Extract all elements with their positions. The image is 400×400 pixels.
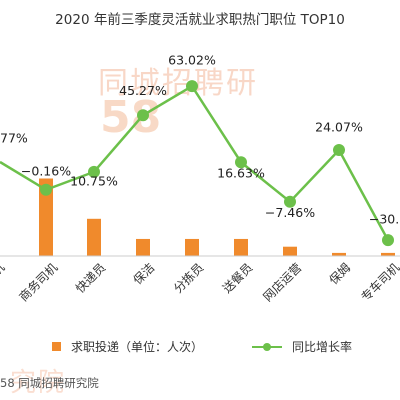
line-data-label-partial: 77% (0, 131, 28, 146)
legend-line-swatch (252, 342, 282, 351)
x-tick-label: 快递员 (73, 260, 108, 295)
bar-7 (283, 246, 297, 256)
chart-legend: 求职投递（单位：人次） 同比增长率 (0, 338, 400, 354)
line-point-7 (284, 195, 296, 208)
x-tick-label: 保洁 (130, 260, 157, 287)
line-data-label: 16.63% (217, 166, 265, 181)
x-tick-label: 商务司机 (16, 260, 61, 305)
legend-line-label: 同比增长率 (292, 340, 353, 354)
legend-item-bar[interactable]: 求职投递（单位：人次） (52, 338, 203, 355)
x-tick-label: 送餐员 (219, 260, 255, 296)
bar-6 (234, 238, 248, 256)
legend-bar-label: 求职投递（单位：人次） (71, 340, 204, 354)
x-tick-label: 分拣员 (170, 260, 206, 296)
chart-title: 2020 年前三季度灵活就业求职热门职位 TOP10 (55, 12, 345, 28)
bar-5 (185, 238, 199, 256)
bar-9 (381, 252, 395, 256)
line-point-8 (333, 144, 345, 157)
x-tick-label: 保姆 (326, 260, 353, 287)
line-point-6 (235, 156, 247, 169)
line-data-label: −0.16% (21, 163, 71, 178)
line-data-label: 24.07% (315, 120, 363, 135)
bar-3 (87, 218, 101, 256)
legend-item-line[interactable]: 同比增长率 (252, 338, 352, 355)
line-point-4 (137, 109, 149, 122)
line-data-label: −30.9 (369, 212, 400, 227)
line-point-2 (40, 183, 52, 196)
legend-bar-swatch (52, 342, 61, 351)
line-data-label: 45.27% (119, 83, 167, 98)
legend-line-dot (263, 342, 271, 351)
bar-2 (39, 178, 53, 256)
line-point-9 (382, 234, 394, 247)
line-data-label: 10.75% (70, 173, 118, 188)
line-point-5 (186, 80, 198, 93)
x-tick-label: 网店运营 (260, 260, 304, 304)
bar-8 (332, 252, 346, 256)
source-note: 58 同城招聘研究院 (0, 376, 99, 390)
line-data-label: −7.46% (265, 205, 315, 220)
line-data-label: 63.02% (168, 53, 216, 68)
x-tick-label: 司机 (0, 260, 7, 287)
bar-4 (136, 238, 150, 256)
x-tick-label: 专车司机 (358, 260, 400, 305)
line-point-3 (88, 165, 100, 178)
